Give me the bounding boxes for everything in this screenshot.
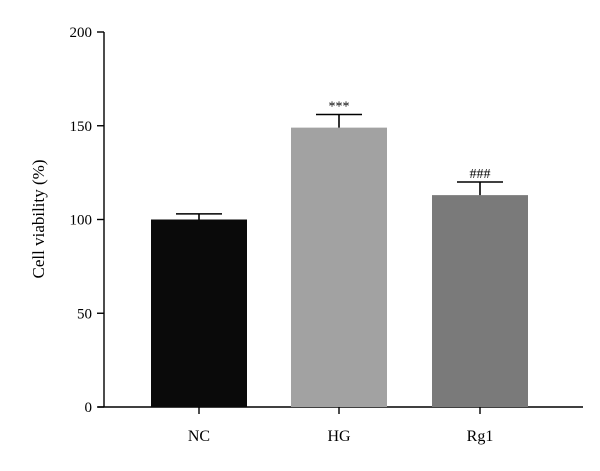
bar-rg1 (432, 195, 528, 407)
y-tick-label: 200 (70, 25, 93, 41)
y-tick-label: 150 (70, 119, 93, 135)
y-tick-label: 100 (70, 213, 93, 229)
y-tick-label: 50 (77, 306, 92, 322)
bar-hg (291, 127, 387, 407)
bars: *** ### (151, 100, 528, 407)
significance-label: *** (329, 100, 350, 115)
x-tick-label: HG (327, 428, 351, 445)
x-tick-label: Rg1 (467, 428, 494, 445)
significance-label: ### (470, 167, 491, 182)
x-tick-label: NC (188, 428, 210, 445)
y-tick-label: 0 (85, 400, 93, 416)
y-axis-label: Cell viability (%) (29, 160, 48, 279)
bar-nc (151, 219, 247, 407)
